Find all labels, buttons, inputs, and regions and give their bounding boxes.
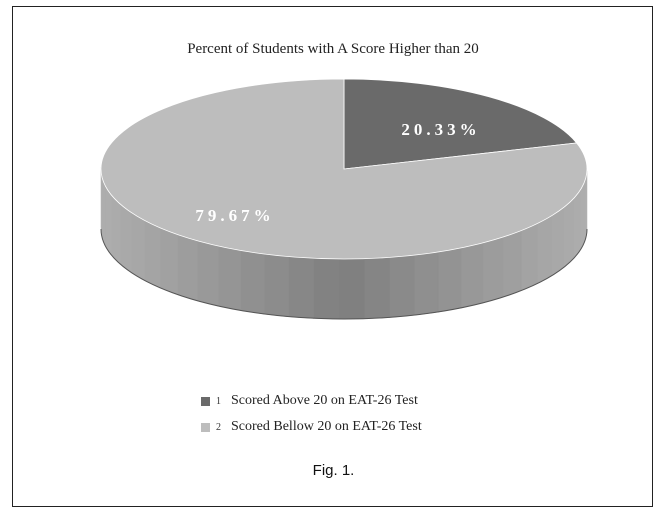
pie-side-segment: [437, 247, 462, 313]
pie-side-segment: [159, 227, 178, 296]
legend-item-above: 1 Scored Above 20 on EAT-26 Test: [201, 391, 422, 411]
pie-side-segment: [288, 256, 314, 319]
pie-side-segment: [196, 240, 219, 307]
chart-legend: 1 Scored Above 20 on EAT-26 Test 2 Score…: [201, 391, 422, 443]
pie-side-segment: [537, 215, 553, 284]
pie-side-segment: [580, 180, 586, 250]
pie-side-segment: [144, 219, 161, 289]
legend-label-above: Scored Above 20 on EAT-26 Test: [231, 393, 418, 408]
legend-index-below: 2: [216, 421, 221, 433]
legend-index-above: 1: [216, 395, 221, 407]
pie-side-segment: [338, 258, 365, 320]
pie-side-segment: [105, 184, 112, 257]
pie-side-segment: [313, 257, 340, 320]
pie-bottom-edge: [100, 228, 588, 320]
pie-chart: Percent of Students with A Score Higher …: [100, 41, 588, 320]
pie-side-segment: [111, 194, 121, 265]
pie-slice-1: [343, 78, 578, 170]
pie-side-segment: [573, 188, 581, 260]
figure-frame: Percent of Students with A Score Higher …: [12, 6, 653, 507]
pie-side-segment: [520, 222, 538, 292]
pie-slice-2: [100, 78, 588, 260]
pie-side-segment: [263, 253, 289, 317]
legend-swatch-below: [201, 422, 210, 432]
pie-side-segment: [482, 236, 504, 304]
pie-side-segment: [240, 250, 265, 315]
pie-side-segment: [217, 245, 241, 311]
pie-side-segment: [119, 203, 132, 273]
pie-side-segment: [413, 251, 439, 316]
pie-data-label-1: 20.33%: [401, 120, 480, 139]
pie-side-segment: [389, 254, 415, 318]
legend-swatch-above: [201, 396, 210, 406]
pie-side-segment: [551, 206, 565, 277]
pie-side-segment: [460, 242, 484, 309]
pie-data-label-2: 79.67%: [195, 206, 274, 225]
pie-side-segment: [563, 197, 574, 268]
pie-side-segment: [101, 176, 106, 246]
pie-side-segment: [364, 257, 390, 319]
pie-side-segment: [130, 211, 145, 281]
pie-side-segment: [502, 230, 522, 298]
legend-label-below: Scored Bellow 20 on EAT-26 Test: [231, 419, 422, 434]
legend-item-below: 2 Scored Bellow 20 on EAT-26 Test: [201, 417, 422, 437]
pie-side-segment: [177, 234, 198, 302]
figure-caption: Fig. 1.: [312, 462, 355, 479]
chart-title: Percent of Students with A Score Higher …: [187, 41, 479, 57]
